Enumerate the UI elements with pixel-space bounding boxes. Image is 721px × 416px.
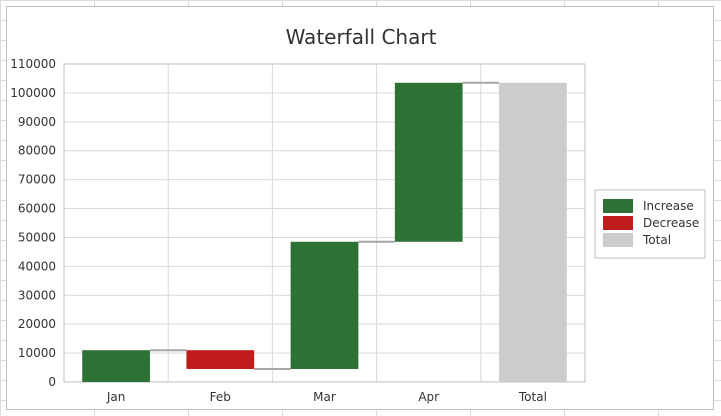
bar-apr bbox=[394, 82, 463, 242]
y-tick-label: 90000 bbox=[18, 115, 56, 129]
legend-swatch-decrease bbox=[603, 216, 633, 230]
x-tick-label: Apr bbox=[418, 390, 439, 404]
x-tick-label: Mar bbox=[313, 390, 336, 404]
bars bbox=[82, 82, 567, 383]
bar-mar bbox=[290, 241, 359, 369]
bar-jan bbox=[82, 350, 150, 382]
y-tick-label: 10000 bbox=[18, 346, 56, 360]
bar-total bbox=[499, 82, 567, 383]
y-tick-label: 110000 bbox=[10, 57, 56, 71]
bar-feb bbox=[186, 350, 255, 369]
x-tick-label: Feb bbox=[210, 390, 231, 404]
x-axis: Jan Feb Mar Apr Total bbox=[106, 390, 547, 404]
y-tick-label: 100000 bbox=[10, 86, 56, 100]
connector-lines bbox=[149, 81, 500, 370]
plot-border bbox=[63, 63, 586, 383]
x-tick-label: Jan bbox=[106, 390, 126, 404]
y-tick-label: 80000 bbox=[18, 144, 56, 158]
y-tick-label: 30000 bbox=[18, 288, 56, 302]
legend-label-decrease: Decrease bbox=[643, 216, 699, 230]
legend-swatch-total bbox=[603, 233, 633, 247]
y-tick-label: 60000 bbox=[18, 202, 56, 216]
legend-label-total: Total bbox=[642, 233, 671, 247]
y-tick-label: 20000 bbox=[18, 317, 56, 331]
legend-swatch-increase bbox=[603, 199, 633, 213]
y-tick-label: 70000 bbox=[18, 173, 56, 187]
legend[interactable]: Increase Decrease Total bbox=[594, 189, 706, 259]
x-tick-label: Total bbox=[518, 390, 547, 404]
legend-label-increase: Increase bbox=[643, 199, 694, 213]
y-axis: 0 10000 20000 30000 40000 50000 60000 70000 8000… bbox=[10, 57, 56, 389]
y-tick-label: 0 bbox=[48, 375, 56, 389]
chart-title: Waterfall Chart bbox=[286, 25, 437, 49]
y-tick-label: 40000 bbox=[18, 259, 56, 273]
y-tick-label: 50000 bbox=[18, 230, 56, 244]
